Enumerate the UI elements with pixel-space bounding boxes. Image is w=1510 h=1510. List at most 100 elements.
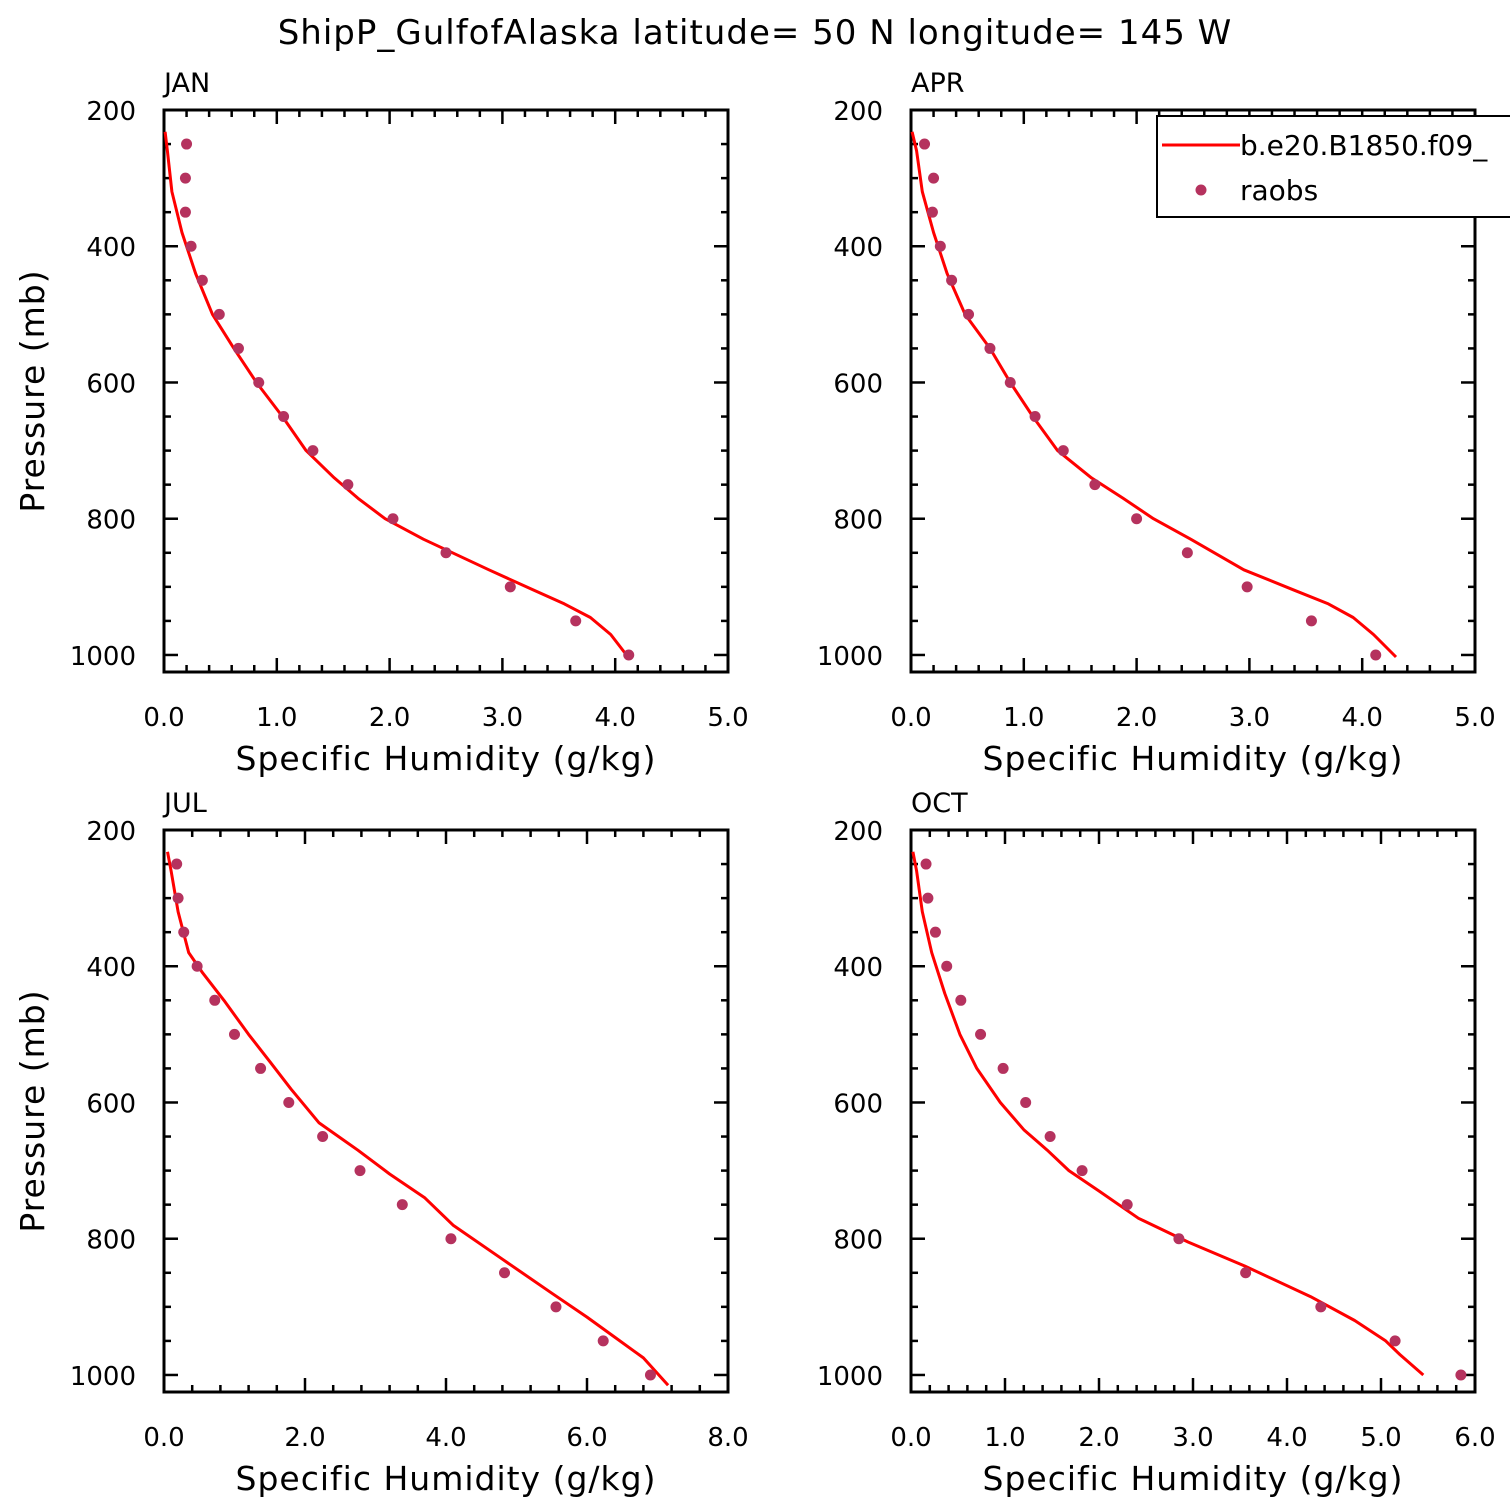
y-tick-label: 400	[86, 953, 136, 983]
raobs-point	[1241, 581, 1253, 593]
raobs-point	[181, 138, 193, 150]
raobs-point	[1131, 513, 1143, 525]
raobs-point	[922, 892, 934, 904]
y-tick-label: 800	[833, 506, 883, 536]
raobs-point	[1089, 479, 1101, 491]
raobs-point	[1020, 1096, 1032, 1108]
raobs-point	[1057, 445, 1069, 457]
x-tick-label: 5.0	[1454, 703, 1495, 733]
raobs-point	[984, 342, 996, 354]
y-tick-label: 1000	[70, 1362, 136, 1392]
panel-jul: JUL 0.0 2.0 4.0 6.0 8.0 200 400 600 800 1000 Specif…	[13, 788, 749, 1498]
y-tick-label: 800	[86, 506, 136, 536]
x-tick-label: 5.0	[707, 703, 748, 733]
raobs-point	[171, 858, 183, 870]
legend-marker-swatch	[1195, 184, 1207, 196]
raobs-point	[191, 960, 203, 972]
y-tick-label: 200	[86, 817, 136, 847]
model-profile-line	[163, 131, 628, 656]
raobs-point	[1173, 1233, 1185, 1245]
raobs-point	[172, 892, 184, 904]
x-tick-label: 1.0	[1003, 703, 1044, 733]
x-axis-title: Specific Humidity (g/kg)	[236, 739, 657, 778]
raobs-point	[1315, 1301, 1327, 1313]
y-axis-title: Pressure (mb)	[13, 989, 52, 1232]
x-tick-label: 6.0	[566, 1423, 607, 1453]
raobs-point	[232, 342, 244, 354]
x-tick-label: 1.0	[256, 703, 297, 733]
raobs-point	[196, 274, 208, 286]
raobs-point	[550, 1301, 562, 1313]
raobs-point	[499, 1267, 511, 1279]
raobs-point	[445, 1233, 457, 1245]
raobs-point	[255, 1062, 267, 1074]
y-tick-label: 800	[833, 1226, 883, 1256]
raobs-point	[440, 547, 452, 559]
y-tick-label: 800	[86, 1226, 136, 1256]
raobs-point	[504, 581, 516, 593]
raobs-point	[209, 994, 221, 1006]
y-tick-label: 600	[833, 369, 883, 399]
raobs-point	[1305, 615, 1317, 627]
raobs-point	[178, 926, 190, 938]
raobs-point	[919, 138, 931, 150]
raobs-point	[1370, 649, 1382, 661]
x-tick-label: 0.0	[143, 1423, 184, 1453]
panel-jan: JAN 0.0 1.0 2.0 3.0 4.0 5.0 200 400 600 800 1000 Spe…	[13, 68, 749, 778]
raobs-point	[342, 479, 354, 491]
raobs-point	[185, 240, 197, 252]
x-tick-label: 2.0	[1078, 1423, 1119, 1453]
y-tick-label: 1000	[817, 1362, 883, 1392]
raobs-point	[1076, 1165, 1088, 1177]
x-tick-label: 2.0	[369, 703, 410, 733]
legend-label-raobs: raobs	[1240, 174, 1318, 207]
raobs-point	[1004, 376, 1016, 388]
y-tick-label: 400	[833, 953, 883, 983]
y-tick-label: 600	[86, 369, 136, 399]
model-profile-line	[910, 131, 1398, 659]
raobs-point	[354, 1165, 366, 1177]
x-tick-label: 4.0	[425, 1423, 466, 1453]
x-tick-label: 4.0	[1342, 703, 1383, 733]
y-tick-label: 600	[86, 1089, 136, 1119]
x-tick-label: 0.0	[143, 703, 184, 733]
panel-label: APR	[911, 68, 965, 99]
x-tick-label: 2.0	[284, 1423, 325, 1453]
y-tick-label: 1000	[70, 642, 136, 672]
plot-frame	[909, 108, 1477, 674]
y-tick-label: 200	[86, 97, 136, 127]
raobs-point	[928, 172, 940, 184]
raobs-point	[1240, 1267, 1252, 1279]
legend-box	[1156, 115, 1510, 218]
raobs-point	[213, 308, 225, 320]
y-tick-label: 400	[86, 233, 136, 263]
panel-label: JUL	[162, 788, 207, 819]
raobs-point	[623, 649, 635, 661]
x-tick-label: 0.0	[890, 703, 931, 733]
plot-frame	[162, 108, 730, 674]
panel-apr: APR 0.0 1.0 2.0 3.0 4.0 5.0 200 400 600 800 1000 Spe…	[817, 68, 1496, 778]
raobs-point	[1121, 1199, 1133, 1211]
y-tick-label: 1000	[817, 642, 883, 672]
raobs-point	[941, 960, 953, 972]
figure-title: ShipP_GulfofAlaska latitude= 50 N longit…	[278, 13, 1233, 53]
raobs-point	[644, 1369, 656, 1381]
raobs-point	[307, 445, 319, 457]
x-tick-label: 3.0	[482, 703, 523, 733]
x-tick-label: 1.0	[984, 1423, 1025, 1453]
raobs-point	[1389, 1335, 1401, 1347]
raobs-point	[278, 411, 290, 423]
raobs-point	[1029, 411, 1041, 423]
raobs-point	[283, 1096, 295, 1108]
x-tick-label: 3.0	[1172, 1423, 1213, 1453]
y-tick-label: 200	[833, 97, 883, 127]
x-tick-label: 8.0	[707, 1423, 748, 1453]
legend-label-model: b.e20.B1850.f09_	[1240, 129, 1488, 162]
y-tick-label: 600	[833, 1089, 883, 1119]
x-tick-label: 3.0	[1229, 703, 1270, 733]
x-tick-label: 5.0	[1360, 1423, 1401, 1453]
panel-oct: OCT 0.0 1.0 2.0 3.0 4.0 5.0 6.0 200 400 600 800 1000…	[817, 788, 1496, 1498]
raobs-point	[926, 206, 938, 218]
raobs-point	[920, 858, 932, 870]
